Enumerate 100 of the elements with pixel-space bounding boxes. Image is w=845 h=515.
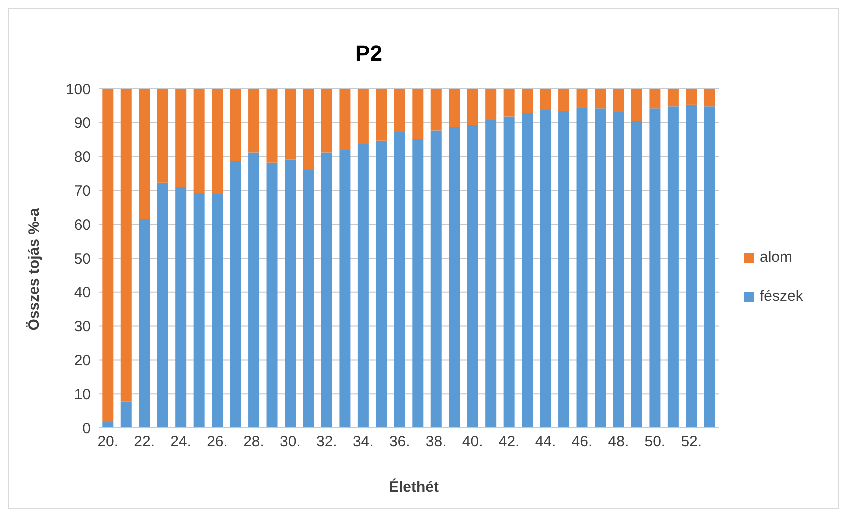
y-tick-label: 70: [74, 183, 91, 200]
legend-label: fészek: [760, 288, 804, 305]
bar: [285, 160, 296, 428]
y-tick-label: 90: [74, 115, 91, 132]
bar: [230, 89, 242, 162]
bar: [558, 111, 570, 428]
bar: [139, 89, 150, 220]
bar: [595, 108, 606, 428]
x-tick-label: 46.: [572, 434, 593, 451]
x-tick-label: 22.: [134, 434, 156, 451]
bar: [430, 89, 442, 131]
bar: [650, 89, 661, 109]
x-tick-label: 24.: [170, 434, 192, 451]
bar: [613, 89, 624, 112]
bar: [650, 108, 661, 428]
bar: [394, 89, 406, 132]
bar: [412, 89, 424, 140]
bar: [248, 152, 260, 428]
y-tick-label: 60: [74, 216, 91, 234]
bar: [176, 187, 187, 428]
bar: [668, 89, 679, 107]
x-tick-label: 34.: [352, 434, 374, 451]
bar: [631, 89, 642, 122]
bar: [266, 89, 278, 163]
y-tick-label: 40: [74, 284, 91, 302]
bar: [394, 132, 406, 428]
bar: [540, 110, 552, 428]
x-tick-label: 32.: [316, 434, 338, 451]
bar: [376, 89, 388, 141]
bar: [576, 89, 588, 108]
x-tick-label: 20.: [98, 434, 119, 451]
x-tick-label: 42.: [498, 434, 520, 451]
bar: [467, 89, 478, 126]
bar: [340, 89, 351, 150]
bar: [449, 127, 460, 428]
bar: [139, 219, 150, 428]
bar: [631, 122, 642, 428]
bar: [157, 89, 168, 183]
bar: [504, 89, 515, 117]
bar: [430, 130, 442, 428]
bar: [120, 89, 132, 402]
bar: [212, 89, 224, 194]
x-tick-label: 50.: [644, 434, 666, 451]
y-tick-label: 30: [74, 318, 91, 336]
bar: [358, 144, 369, 428]
bar: [321, 89, 332, 153]
bar: [522, 113, 534, 428]
bar: [358, 89, 369, 144]
x-tick-label: 28.: [244, 434, 264, 451]
x-tick-label: 30.: [280, 434, 301, 451]
bar: [704, 106, 716, 428]
legend-label: alom: [760, 249, 793, 266]
bar: [504, 116, 515, 428]
bar: [486, 120, 497, 428]
x-axis-title: Élethét: [388, 479, 440, 496]
bar: [522, 89, 534, 114]
chart-title: P2: [354, 41, 384, 67]
bar: [704, 89, 716, 107]
bar: [540, 89, 552, 110]
bar: [157, 182, 168, 428]
bar: [230, 162, 242, 428]
y-tick-label: 0: [82, 420, 91, 438]
x-tick-label: 44.: [535, 434, 556, 451]
y-tick-label: 50: [74, 250, 91, 268]
bar: [194, 193, 205, 428]
bar: [449, 89, 460, 128]
y-tick-label: 80: [74, 149, 91, 166]
bar: [120, 402, 132, 428]
bar: [576, 108, 588, 428]
bar: [102, 89, 114, 422]
y-axis-title: Összes tojás %-a: [26, 208, 42, 330]
y-tick-label: 20: [74, 352, 91, 370]
y-tick-label: 10: [74, 386, 91, 404]
bar: [340, 150, 351, 428]
bar: [248, 89, 260, 153]
x-tick-label: 52.: [681, 434, 702, 451]
y-tick-label: 100: [66, 81, 91, 98]
bar: [613, 112, 624, 428]
bar: [194, 89, 205, 194]
bar: [321, 152, 332, 428]
x-tick-label: 36.: [389, 434, 410, 451]
x-tick-label: 48.: [608, 434, 630, 451]
bar: [303, 89, 314, 170]
bar: [686, 89, 698, 105]
bar: [595, 89, 606, 109]
x-tick-label: 26.: [207, 434, 228, 451]
bar: [467, 125, 478, 428]
bar: [686, 104, 698, 428]
bar: [376, 140, 388, 428]
bar: [212, 194, 224, 428]
x-tick-label: 40.: [462, 434, 484, 451]
x-tick-label: 38.: [426, 434, 447, 451]
bar: [412, 139, 424, 428]
bar: [303, 170, 314, 428]
bar: [285, 89, 296, 160]
bar: [668, 106, 679, 428]
bar: [486, 89, 497, 121]
bar: [176, 89, 187, 188]
bar: [266, 162, 278, 428]
bar: [558, 89, 570, 112]
